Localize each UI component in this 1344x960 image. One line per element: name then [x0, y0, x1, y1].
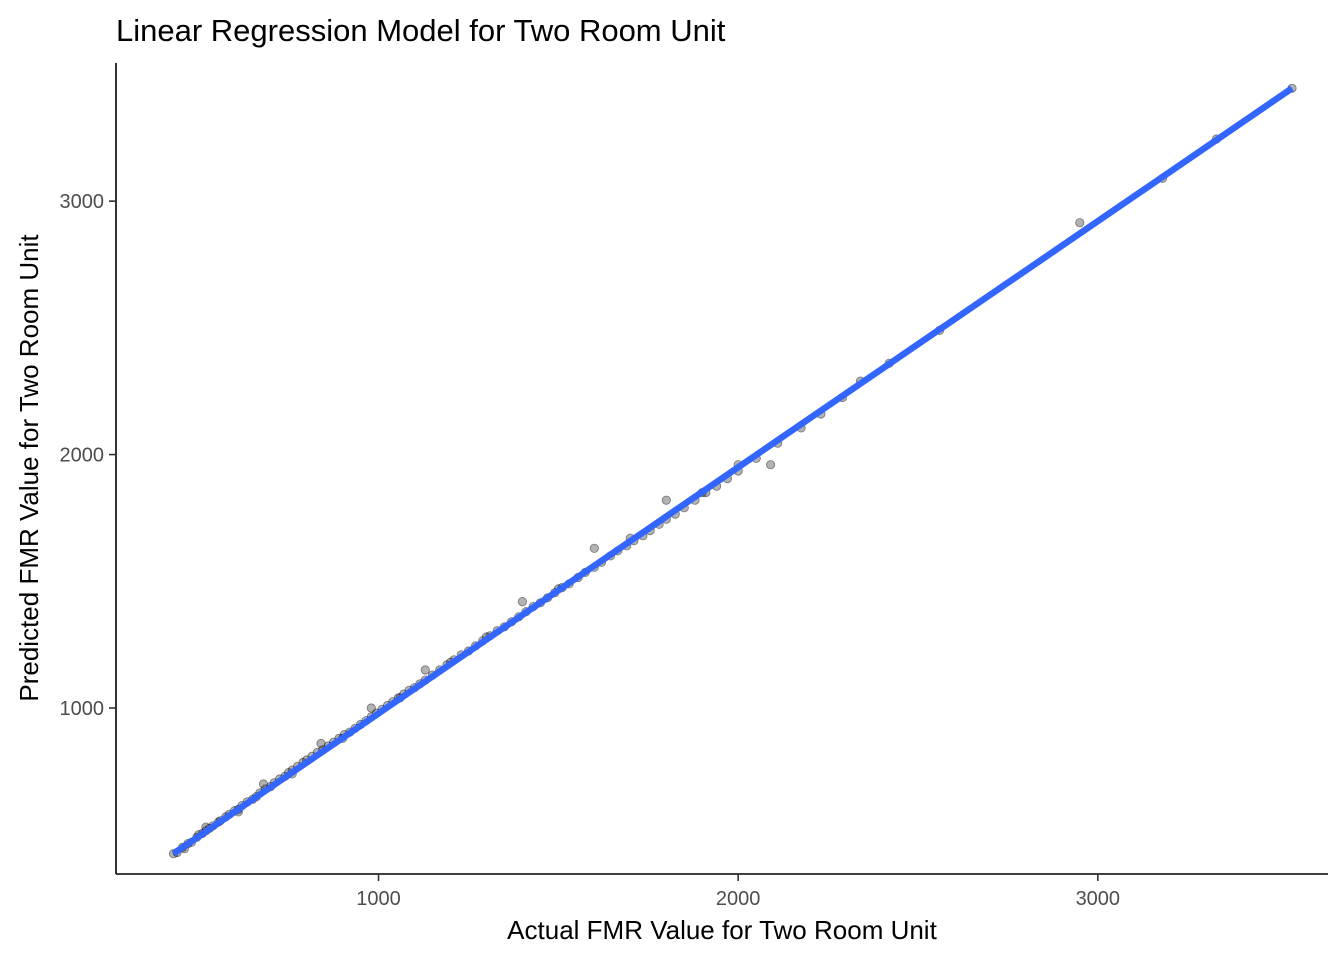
y-tick-label: 1000	[60, 698, 105, 720]
ticks-layer: 1000 2000 3000 1000 2000 3000	[60, 191, 1121, 910]
y-axis-title: Predicted FMR Value for Two Room Unit	[14, 234, 44, 702]
y-tick-label: 2000	[60, 445, 105, 467]
data-point	[517, 596, 528, 607]
data-point	[1075, 218, 1085, 228]
x-tick-label: 1000	[356, 888, 401, 910]
regression-line	[171, 85, 1294, 857]
data-point	[765, 460, 776, 470]
x-tick-label: 2000	[716, 888, 761, 910]
data-point	[420, 665, 430, 675]
data-point	[366, 703, 376, 713]
x-axis-title: Actual FMR Value for Two Room Unit	[507, 915, 937, 945]
regression-line-layer	[171, 85, 1294, 857]
data-point	[589, 543, 599, 553]
data-point	[316, 738, 326, 749]
chart-title: Linear Regression Model for Two Room Uni…	[116, 13, 726, 48]
y-tick-label: 3000	[60, 191, 105, 213]
x-tick-label: 3000	[1076, 888, 1121, 910]
data-point	[661, 495, 671, 505]
